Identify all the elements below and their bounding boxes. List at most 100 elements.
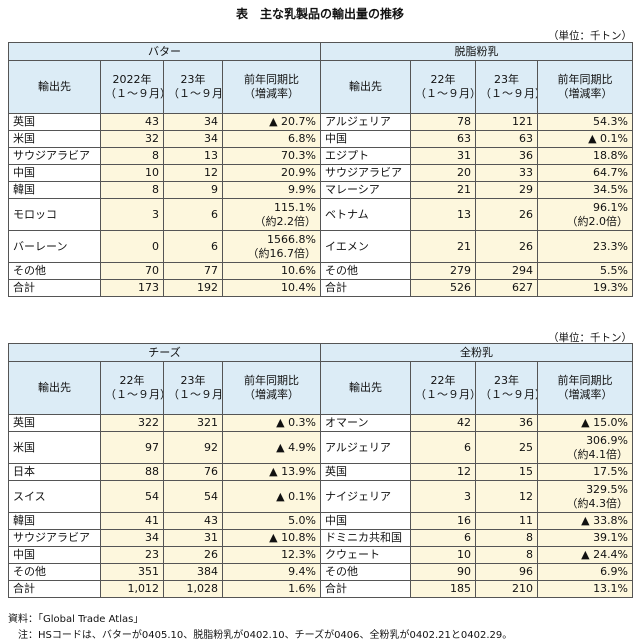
country-cell: ドミニカ共和国: [320, 529, 412, 547]
cell-line: 23年: [494, 73, 519, 86]
column-header: 前年同期比 （増減率）: [222, 60, 321, 114]
cell-line: （増減率）: [557, 388, 613, 401]
country-cell: サウジアラビア: [8, 147, 101, 165]
value-cell: 21: [410, 181, 476, 199]
value-cell: 210: [475, 580, 539, 598]
value-cell: 34: [100, 529, 164, 547]
value-cell: 26: [475, 230, 538, 263]
value-cell: 13: [163, 147, 223, 165]
value-cell: 10: [410, 546, 477, 564]
column-header: 2022年（１～９月）: [100, 60, 164, 114]
value-cell: ▲ 13.9%: [221, 463, 322, 481]
value-cell: 351: [100, 563, 164, 581]
data-row: サウジアラビア 8 13 70.3% エジプト 31 36 18.8%: [8, 147, 633, 165]
cell-line: 17.5%: [593, 465, 629, 478]
cell-line: （約2.0倍）: [566, 214, 629, 228]
column-header: 23年（１～９月）: [163, 60, 223, 114]
country-cell: アルジェリア: [320, 113, 411, 131]
cell-line: 米国: [13, 440, 35, 454]
cell-line: ▲ 33.8%: [581, 514, 629, 527]
value-cell: 23: [100, 546, 164, 564]
cell-line: 70: [145, 264, 159, 277]
value-cell: 12: [475, 480, 539, 513]
cell-line: 1,012: [127, 582, 160, 595]
value-cell: 185: [410, 580, 477, 598]
value-cell: 627: [475, 279, 538, 297]
value-cell: 31: [163, 529, 223, 547]
cell-line: 41: [145, 514, 159, 527]
cell-line: 31: [204, 531, 218, 544]
cell-line: 192: [197, 281, 218, 294]
value-cell: 306.9% （約4.1倍）: [537, 431, 634, 464]
value-cell: 26: [163, 546, 223, 564]
cell-line: 6.9%: [600, 565, 629, 578]
value-cell: 8: [100, 181, 164, 199]
country-cell: 中国: [320, 512, 412, 530]
value-cell: 63: [475, 130, 538, 148]
cell-line: 6: [211, 239, 218, 253]
group-header: 脱脂粉乳: [320, 42, 633, 61]
value-cell: 1,012: [100, 580, 164, 598]
value-cell: 41: [100, 512, 164, 530]
cell-line: クウェート: [325, 548, 381, 561]
cell-line: 26: [204, 548, 218, 561]
country-cell: サウジアラビア: [8, 529, 101, 547]
cell-line: 210: [512, 582, 534, 595]
value-cell: 63: [410, 130, 476, 148]
cell-line: （１～９月）: [105, 87, 163, 100]
value-cell: 173: [100, 279, 164, 297]
cell-line: ▲ 0.1%: [276, 489, 317, 503]
cell-line: 42: [457, 416, 472, 429]
cell-line: ▲ 20.7%: [269, 115, 316, 128]
data-row: 日本 88 76 ▲ 13.9% 英国 12 15 17.5%: [8, 463, 634, 481]
cell-line: イエメン: [325, 239, 369, 253]
value-cell: 90: [410, 563, 477, 581]
cell-line: 321: [197, 416, 218, 429]
value-cell: ▲ 15.0%: [537, 414, 634, 432]
cell-line: 合計: [13, 582, 35, 595]
data-row: 米国 32 34 6.8% 中国 63 63 ▲ 0.1%: [8, 130, 633, 148]
data-row: 米国 97 92 ▲ 4.9% アルジェリア 6 25 306.9% （約4.1倍）: [8, 431, 634, 464]
data-row: スイス 54 54 ▲ 0.1% ナイジェリア 3 12 329.5% （約4.3倍）: [8, 480, 634, 513]
value-cell: 21: [410, 230, 476, 263]
column-header: 22年（１～９月）: [410, 361, 477, 415]
value-cell: 9: [163, 181, 223, 199]
column-header: 輸出先: [8, 361, 101, 415]
column-header: 輸出先: [8, 60, 101, 114]
cell-line: ▲ 24.4%: [581, 548, 629, 561]
cell-line: 306.9%: [586, 433, 629, 447]
value-cell: 6: [410, 529, 477, 547]
cell-line: ドミニカ共和国: [325, 531, 403, 544]
cell-line: サウジアラビア: [13, 149, 90, 162]
cell-line: 1.6%: [288, 582, 317, 595]
cell-line: ▲ 4.9%: [276, 440, 317, 454]
cell-line: その他: [13, 565, 46, 578]
value-cell: 192: [163, 279, 223, 297]
value-cell: 12.3%: [221, 546, 322, 564]
cell-line: （増減率）: [244, 388, 299, 401]
cell-line: 16: [457, 514, 472, 527]
value-cell: 121: [475, 113, 538, 131]
cell-line: （１～９月）: [415, 87, 476, 100]
cell-line: 36: [519, 416, 534, 429]
value-cell: 322: [100, 414, 164, 432]
cell-line: 合計: [325, 281, 347, 294]
cell-line: 13.1%: [593, 582, 629, 595]
cell-line: 合計: [13, 281, 35, 294]
cell-line: 15: [519, 465, 534, 478]
value-cell: 64.7%: [537, 164, 633, 182]
value-cell: 321: [163, 414, 223, 432]
value-cell: 32: [100, 130, 164, 148]
cell-line: ベトナム: [325, 207, 369, 221]
cell-line: 8: [152, 149, 159, 162]
group-header: バター: [8, 42, 321, 61]
cell-line: 3: [464, 489, 472, 503]
value-cell: 11: [475, 512, 539, 530]
cell-line: 63: [519, 132, 533, 145]
cell-line: バーレーン: [13, 239, 68, 253]
value-cell: 3: [410, 480, 477, 513]
cell-line: 384: [197, 565, 218, 578]
cell-line: マレーシア: [325, 183, 380, 196]
country-cell: ナイジェリア: [320, 480, 412, 513]
value-cell: 279: [410, 262, 476, 280]
